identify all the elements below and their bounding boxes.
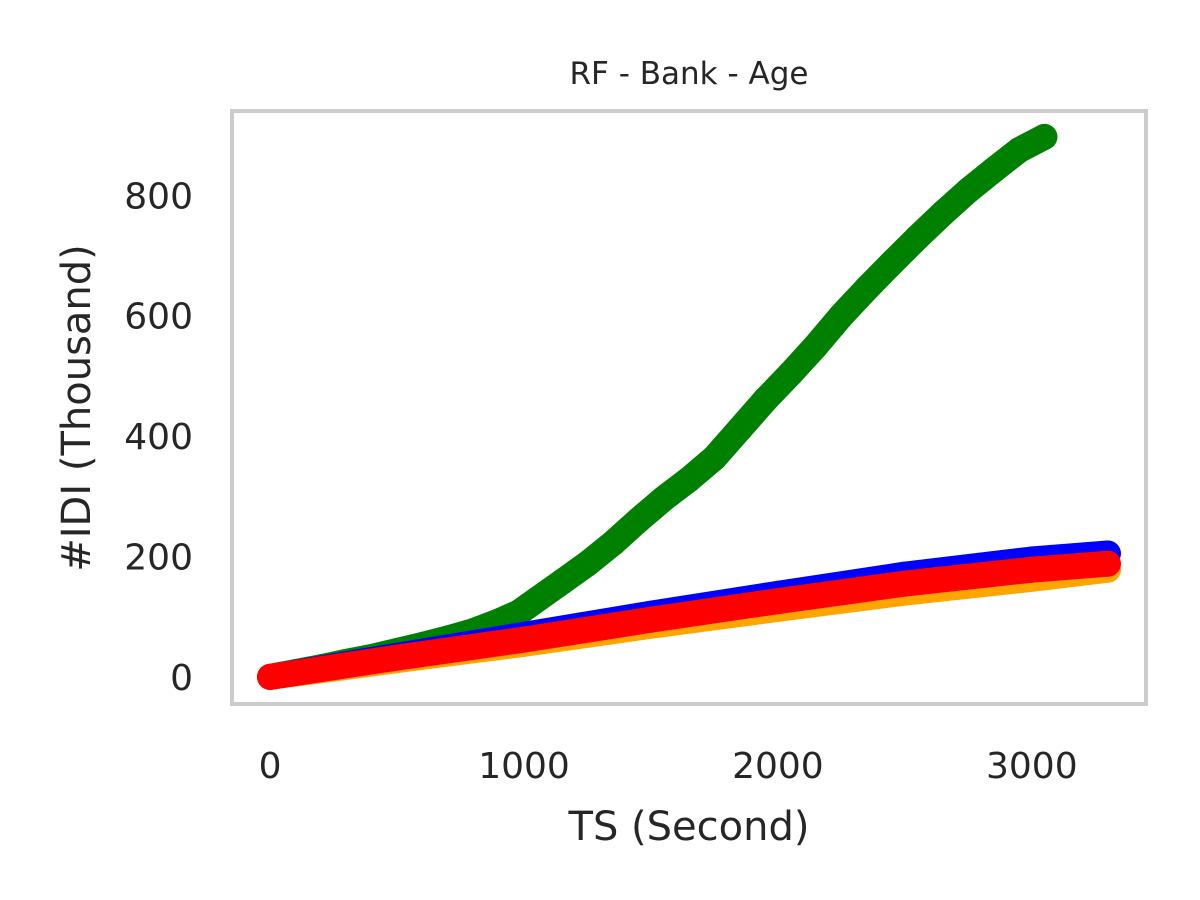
data-point	[828, 302, 855, 329]
data-point	[549, 568, 576, 595]
x-tick-label: 2000	[732, 746, 824, 787]
x-axis-ticks: 0 1000 2000 3000	[259, 746, 1078, 787]
chart-title: RF - Bank - Age	[570, 56, 809, 92]
data-point	[879, 249, 906, 276]
data-point	[701, 444, 728, 471]
data-point	[511, 626, 537, 653]
data-point	[574, 550, 601, 577]
y-axis-label: #IDI (Thousand)	[54, 244, 100, 572]
data-point	[1031, 123, 1058, 150]
x-tick-label: 1000	[478, 746, 570, 787]
y-tick-label: 600	[124, 297, 193, 338]
data-point	[929, 200, 956, 227]
x-tick-label: 0	[259, 746, 282, 787]
data-point	[650, 485, 677, 512]
y-tick-label: 800	[124, 176, 193, 217]
data-point	[904, 224, 931, 251]
data-point	[1006, 137, 1033, 164]
data-point	[853, 275, 880, 302]
plot-area	[257, 123, 1121, 690]
y-tick-label: 200	[124, 538, 193, 579]
data-point	[955, 177, 982, 204]
x-axis-label: TS (Second)	[568, 804, 810, 850]
data-point	[726, 415, 753, 442]
data-point	[637, 606, 664, 633]
y-tick-label: 0	[170, 658, 193, 699]
data-point	[1018, 556, 1045, 583]
data-point	[764, 588, 791, 615]
data-point	[891, 570, 918, 597]
data-point	[1094, 550, 1121, 577]
y-tick-label: 400	[124, 417, 193, 458]
series-4	[257, 550, 1121, 690]
data-point	[777, 360, 804, 387]
data-point	[676, 466, 702, 493]
plot-frame	[230, 109, 1148, 706]
data-point	[384, 644, 410, 671]
data-point	[980, 157, 1007, 183]
data-point	[752, 387, 779, 413]
x-tick-label: 3000	[986, 746, 1078, 787]
y-axis-ticks: 0 200 400 600 800	[124, 176, 193, 699]
data-point	[257, 663, 284, 690]
data-point	[599, 530, 626, 557]
series-4-trace	[257, 550, 1121, 690]
data-point	[802, 332, 829, 359]
data-point	[523, 586, 550, 613]
data-point	[625, 507, 652, 534]
